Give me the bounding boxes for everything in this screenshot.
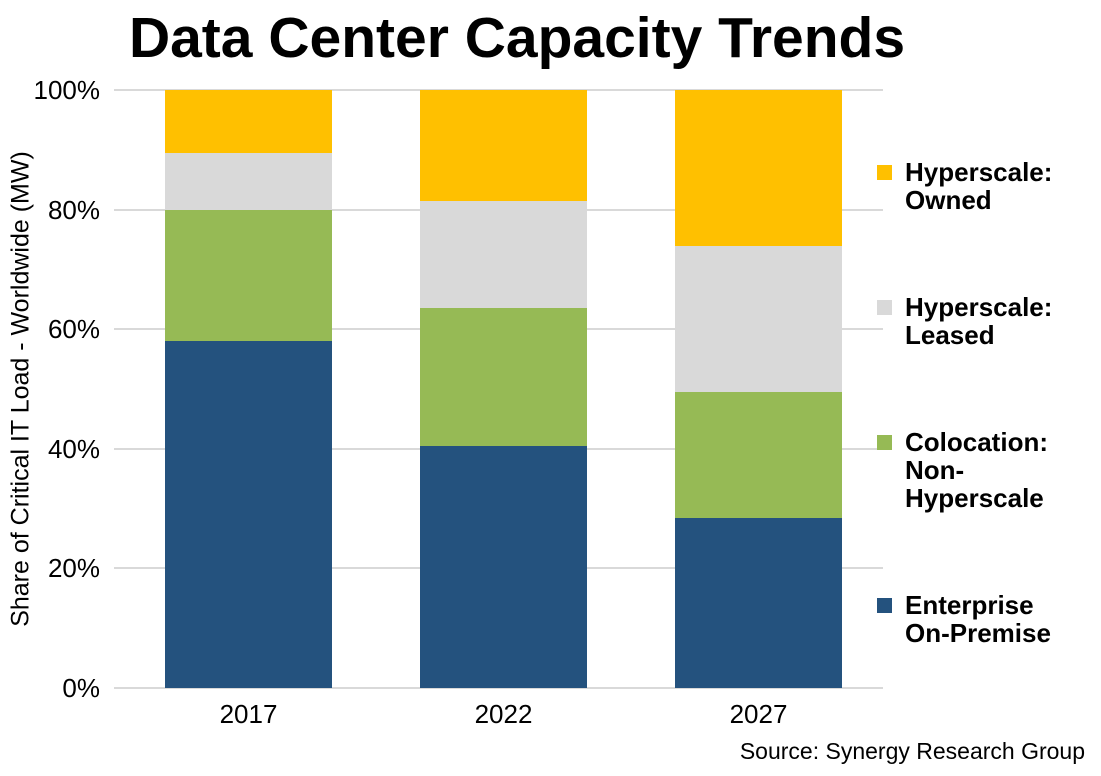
legend-item-enterprise-on-premise: Enterprise On-Premise bbox=[877, 591, 1101, 647]
legend-swatch-colocation-non-hyperscale bbox=[877, 435, 892, 450]
legend-label-enterprise-on-premise: Enterprise On-Premise bbox=[905, 590, 1051, 648]
x-tick-label-2022: 2022 bbox=[474, 699, 533, 729]
legend-label-hyperscale-owned: Hyperscale: Owned bbox=[905, 157, 1053, 215]
bar-segment-2017-hyperscale-owned bbox=[165, 90, 332, 153]
bar-2027 bbox=[675, 90, 842, 688]
bar-2017 bbox=[165, 90, 332, 688]
legend-swatch-hyperscale-leased bbox=[877, 300, 892, 315]
bar-segment-2017-colocation-non-hyperscale bbox=[165, 209, 332, 342]
legend-item-hyperscale-leased: Hyperscale: Leased bbox=[877, 293, 1101, 349]
bar-segment-2022-hyperscale-leased bbox=[420, 200, 587, 309]
legend-item-colocation-non-hyperscale: Colocation: Non-Hyperscale bbox=[877, 428, 1101, 512]
y-tick-label-20: 20% bbox=[47, 553, 100, 584]
legend-label-colocation-non-hyperscale: Colocation: Non-Hyperscale bbox=[905, 427, 1048, 513]
bar-segment-2027-enterprise-on-premise bbox=[675, 517, 842, 688]
x-tick-label-2017: 2017 bbox=[219, 699, 278, 729]
bar-2022 bbox=[420, 90, 587, 688]
y-tick-label-0: 0% bbox=[62, 673, 100, 703]
bar-segment-2022-colocation-non-hyperscale bbox=[420, 308, 587, 446]
chart-title: Data Center Capacity Trends bbox=[128, 6, 906, 70]
source-note: Source: Synergy Research Group bbox=[739, 738, 1085, 764]
bar-segment-2027-hyperscale-leased bbox=[675, 245, 842, 392]
gridline-0 bbox=[114, 687, 883, 689]
bar-segment-2022-enterprise-on-premise bbox=[420, 445, 587, 688]
legend-item-hyperscale-owned: Hyperscale: Owned bbox=[877, 158, 1101, 214]
bar-segment-2017-hyperscale-leased bbox=[165, 152, 332, 210]
y-tick-label-80: 80% bbox=[47, 194, 100, 225]
y-tick-label-100: 100% bbox=[33, 75, 101, 105]
legend-swatch-hyperscale-owned bbox=[877, 165, 892, 180]
bar-segment-2017-enterprise-on-premise bbox=[165, 341, 332, 688]
plot-area bbox=[114, 89, 883, 689]
legend-swatch-enterprise-on-premise bbox=[877, 598, 892, 613]
legend-label-hyperscale-leased: Hyperscale: Leased bbox=[905, 292, 1053, 350]
y-tick-label-60: 60% bbox=[47, 314, 100, 345]
bar-segment-2022-hyperscale-owned bbox=[420, 90, 587, 201]
bar-segment-2027-colocation-non-hyperscale bbox=[675, 392, 842, 518]
gridline-100 bbox=[114, 89, 883, 91]
legend: Hyperscale: Owned Hyperscale: Leased Coloc… bbox=[877, 158, 1101, 726]
x-tick-label-2027: 2027 bbox=[729, 699, 788, 729]
y-tick-label-40: 40% bbox=[47, 433, 100, 464]
bar-segment-2027-hyperscale-owned bbox=[675, 90, 842, 246]
